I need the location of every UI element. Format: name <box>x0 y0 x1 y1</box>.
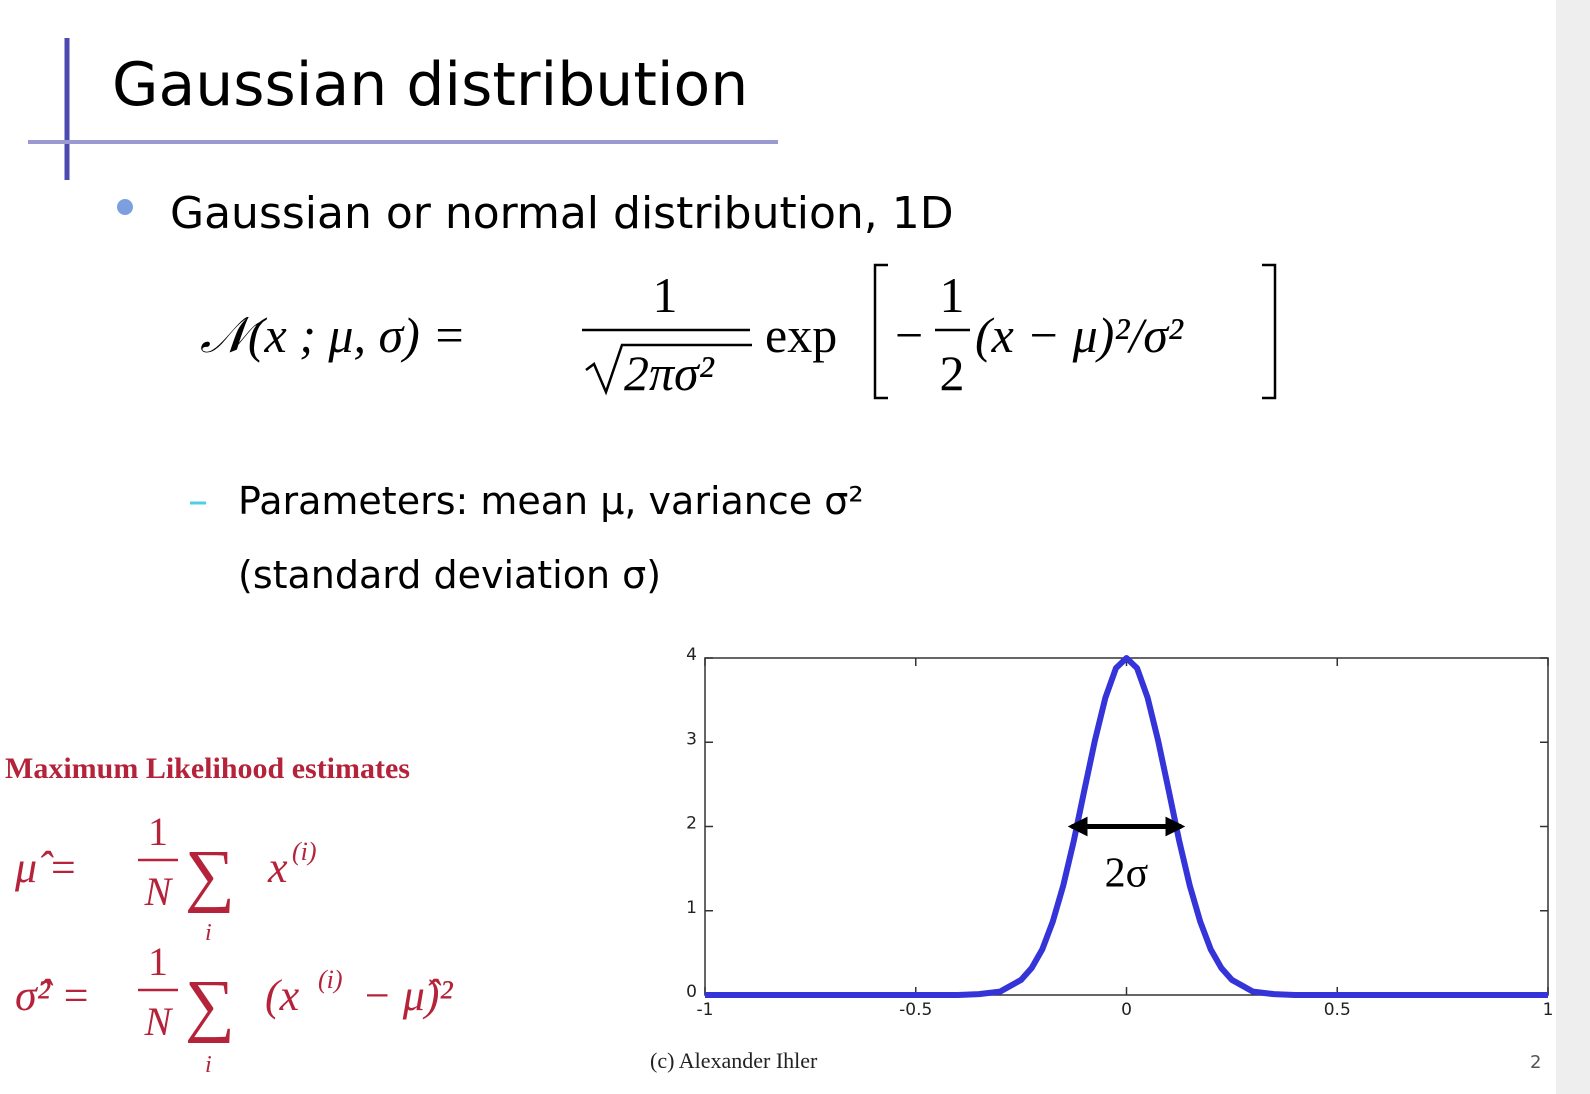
y-tick-label: 0 <box>686 982 697 1002</box>
sub-bullet-line: Parameters: mean μ, variance σ² <box>238 479 864 523</box>
mean-lhs: μ̂ = <box>14 843 78 892</box>
var-den: N <box>144 999 174 1044</box>
mean-index: i <box>205 920 212 946</box>
y-tick-label: 4 <box>686 645 697 665</box>
edge-strip <box>1556 0 1590 1094</box>
ml-estimates: Maximum Likelihood estimates μ̂ = 1 N ∑ … <box>5 752 453 1078</box>
mean-den: N <box>144 869 174 914</box>
footer-credit: (c) Alexander Ihler <box>650 1048 818 1073</box>
formula: 𝒩(x ; μ, σ) = 1 2πσ² exp − 1 2 (x − μ)²/… <box>200 263 1277 401</box>
var-index: i <box>205 1052 212 1078</box>
formula-coef-den: 2πσ² <box>624 345 715 401</box>
sqrt-sign <box>585 343 752 396</box>
var-sup: (i) <box>318 965 343 994</box>
y-tick-label: 1 <box>686 898 697 918</box>
bracket-right <box>1262 263 1277 400</box>
mean-sup: (i) <box>292 837 317 866</box>
formula-half-num: 1 <box>940 267 965 323</box>
y-tick-label: 2 <box>686 814 697 834</box>
formula-exp: exp <box>765 307 837 363</box>
page-number: 2 <box>1530 1052 1541 1073</box>
sub-bullet-line: (standard deviation σ) <box>238 553 661 597</box>
ml-heading: Maximum Likelihood estimates <box>5 752 410 785</box>
title: Gaussian distribution <box>112 50 748 120</box>
mean-sum: ∑ <box>185 837 235 914</box>
x-tick-label: 0.5 <box>1324 1000 1351 1020</box>
bracket-left <box>873 263 888 400</box>
bullet-dot <box>117 199 133 215</box>
formula-minus: − <box>895 307 923 363</box>
var-sum: ∑ <box>185 967 235 1044</box>
y-tick-label: 3 <box>686 729 697 749</box>
bullet-text: Gaussian or normal distribution, 1D <box>170 188 954 239</box>
x-tick-label: -1 <box>697 1000 714 1020</box>
var-lhs: σ̂² = <box>15 971 91 1020</box>
formula-lhs: 𝒩(x ; μ, σ) = <box>200 307 466 363</box>
width-label: 2σ <box>1105 851 1149 897</box>
x-tick-label: -0.5 <box>899 1000 932 1020</box>
var-num: 1 <box>148 939 168 984</box>
mean-term: x <box>267 843 288 892</box>
formula-rest: (x − μ)²/σ² <box>975 307 1184 363</box>
plot: 0 1 2 3 4 -1 -0.5 0 0.5 1 2σ <box>686 645 1553 1020</box>
curve <box>705 655 1548 998</box>
x-tick-label: 1 <box>1543 1000 1554 1020</box>
mean-num: 1 <box>148 809 168 854</box>
formula-coef-num: 1 <box>653 267 678 323</box>
var-term-close: − μ̂)² <box>362 971 453 1020</box>
formula-half-den: 2 <box>940 345 965 401</box>
var-term-open: (x <box>265 971 300 1020</box>
x-tick-label: 0 <box>1121 1000 1132 1020</box>
